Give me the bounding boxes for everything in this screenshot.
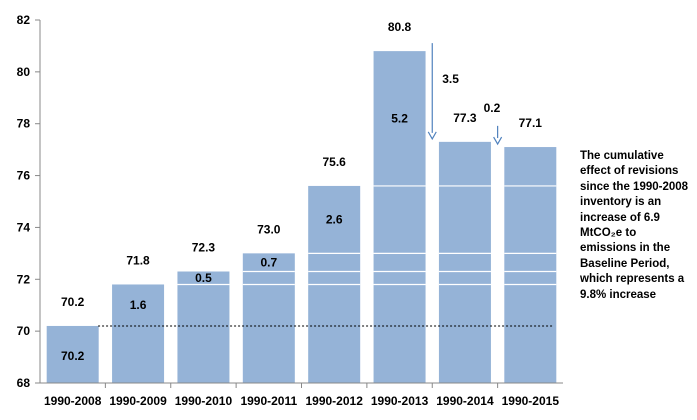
y-tick-label: 76	[17, 169, 31, 183]
x-tick-label: 1990-2013	[371, 394, 429, 408]
y-tick-label: 68	[17, 376, 31, 390]
total-label: 71.8	[126, 253, 150, 267]
decrease-arrow-head	[427, 131, 437, 141]
y-tick-label: 74	[17, 220, 31, 234]
annotation-line: 9.8% increase	[580, 288, 657, 301]
y-tick-label: 70	[17, 324, 31, 338]
annotation-line: The cumulative	[580, 150, 664, 162]
increment-label: 5.2	[391, 112, 408, 126]
bar	[504, 147, 557, 383]
y-tick-label: 82	[17, 13, 31, 27]
y-tick-label: 80	[17, 65, 31, 79]
total-label: 70.2	[61, 295, 85, 309]
increment-label: 70.2	[61, 349, 85, 363]
total-label: 75.6	[323, 155, 347, 169]
annotation-line: MtCO₂e to	[580, 227, 637, 240]
segment-lines-group	[177, 185, 557, 286]
x-tick-label: 1990-2012	[305, 394, 363, 408]
total-label: 77.3	[453, 111, 477, 125]
x-tick-label: 1990-2010	[175, 394, 233, 408]
bar	[373, 51, 426, 383]
total-label: 73.0	[257, 222, 281, 236]
annotation-line: increase of 6.9	[580, 211, 660, 224]
bar	[177, 271, 230, 383]
bar	[242, 253, 295, 383]
y-tick-label: 78	[17, 117, 31, 131]
decrease-label: 0.2	[484, 101, 501, 115]
total-label: 77.1	[519, 116, 543, 130]
annotation-line: since the 1990-2008	[580, 180, 689, 193]
x-tick-label: 1990-2008	[44, 394, 102, 408]
total-label: 80.8	[388, 20, 412, 34]
total-label: 72.3	[192, 241, 216, 255]
annotation-line: which represents a	[580, 273, 685, 286]
axes-group: 68 70 72 74 76 78 80 82 1990-2008 1990-2009 1990-2…	[17, 13, 563, 408]
decrease-arrow-head	[493, 136, 503, 146]
annotation-line: effect of revisions	[580, 165, 679, 178]
increment-label: 0.5	[195, 271, 212, 285]
increment-label: 0.7	[260, 255, 277, 269]
bar	[438, 141, 491, 383]
bar	[112, 284, 165, 383]
x-tick-label: 1990-2015	[502, 394, 560, 408]
annotation-text: The cumulative effect of revisions since…	[580, 149, 696, 303]
arrows-group: 3.5 0.2	[427, 43, 503, 146]
annotation-line: inventory is an	[580, 196, 662, 209]
decrease-label: 3.5	[442, 72, 459, 86]
x-tick-label: 1990-2009	[109, 394, 167, 408]
annotation-line: Baseline Period,	[580, 257, 670, 270]
bar	[46, 325, 99, 383]
y-tick-label: 72	[17, 272, 31, 286]
annotation-line: emissions in the	[580, 242, 671, 255]
labels-group: 70.2 71.8 72.3 73.0 75.6 80.8 77.3 77.1 70.2 1.6 0…	[61, 20, 542, 363]
increment-label: 1.6	[130, 298, 147, 312]
increment-label: 2.6	[326, 213, 343, 227]
x-tick-label: 1990-2011	[240, 394, 297, 408]
x-tick-label: 1990-2014	[436, 394, 494, 408]
bars-group	[46, 51, 557, 383]
